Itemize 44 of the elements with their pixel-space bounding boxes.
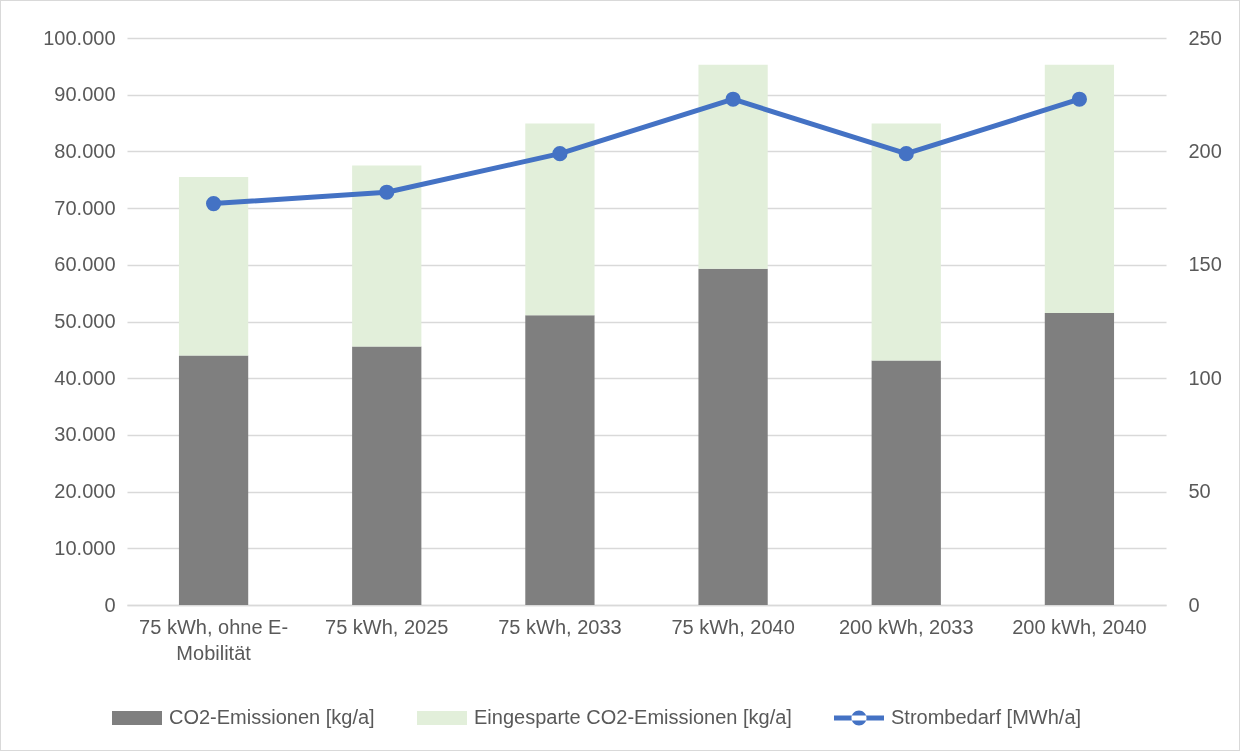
x-tick-label: 75 kWh, 2033 xyxy=(498,615,622,638)
bar xyxy=(1044,313,1115,605)
bar xyxy=(178,355,249,605)
bar xyxy=(525,315,595,605)
x-tick-label: 75 kWh, ohne E-Mobilität xyxy=(139,615,289,664)
bar xyxy=(525,123,595,316)
point xyxy=(206,196,222,212)
y-tick-label: 0 xyxy=(104,593,116,616)
y2-tick-label: 150 xyxy=(1188,253,1222,276)
y-tick-label: 70.000 xyxy=(54,196,116,219)
y-tick-label: 90.000 xyxy=(54,83,116,106)
y-tick-label: 100.000 xyxy=(43,26,116,49)
y-tick-label: 20.000 xyxy=(54,480,116,503)
point xyxy=(898,146,914,162)
x-tick-label: 75 kWh, 2025 xyxy=(325,615,449,638)
y-tick-label: 40.000 xyxy=(54,366,116,389)
legend-label: Strombedarf [MWh/a] xyxy=(891,706,1082,728)
y-tick-label: 50.000 xyxy=(54,310,116,332)
y-tick-label: 60.000 xyxy=(54,253,116,276)
x-tick-label: 200 kWh, 2040 xyxy=(1012,615,1147,638)
legend-label: Eingesparte CO2-Emissionen [kg/a] xyxy=(474,706,792,728)
y-tick-label: 80.000 xyxy=(54,139,116,162)
y2-tick-label: 250 xyxy=(1188,26,1222,49)
point xyxy=(552,146,568,162)
bar xyxy=(1044,64,1115,313)
y-tick-label: 30.000 xyxy=(54,423,116,446)
y2-tick-label: 200 xyxy=(1188,139,1222,162)
y2-tick-label: 100 xyxy=(1188,366,1222,389)
bar xyxy=(352,346,422,605)
bar xyxy=(698,268,768,605)
bar xyxy=(698,64,768,269)
bar xyxy=(871,360,941,605)
point xyxy=(725,91,741,107)
y-tick-label: 10.000 xyxy=(54,536,116,559)
point xyxy=(379,184,395,200)
bar xyxy=(178,176,249,356)
x-tick-label: 75 kWh, 2040 xyxy=(671,615,795,638)
bar xyxy=(352,165,422,347)
x-tick-label: 200 kWh, 2033 xyxy=(838,615,974,638)
legend-label: CO2-Emissionen [kg/a] xyxy=(169,706,375,728)
y2-tick-label: 50 xyxy=(1188,480,1211,503)
point xyxy=(1071,91,1087,107)
bar xyxy=(871,123,941,361)
y2-tick-label: 0 xyxy=(1188,593,1200,616)
